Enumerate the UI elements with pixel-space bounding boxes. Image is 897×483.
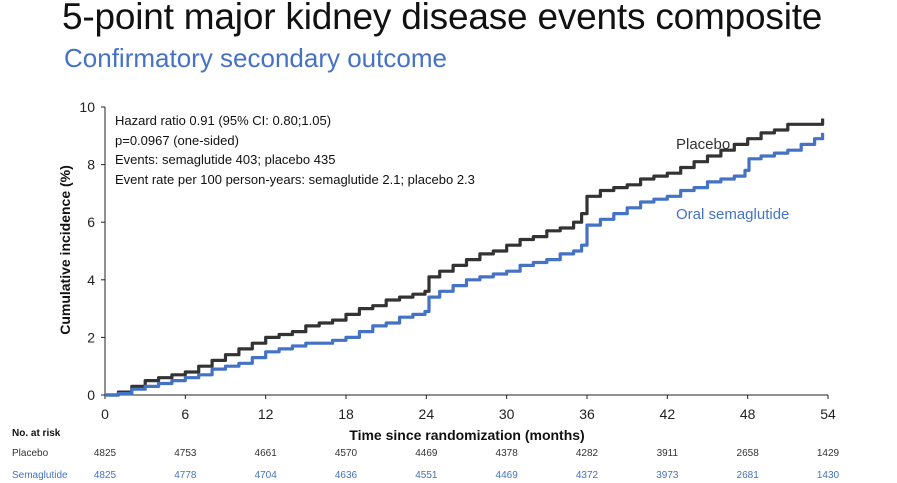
page-title: 5-point major kidney disease events comp… bbox=[62, 0, 823, 37]
x-tick-label: 36 bbox=[579, 406, 595, 422]
x-tick-label: 30 bbox=[499, 406, 515, 422]
risk-value-placebo: 4378 bbox=[496, 448, 519, 459]
x-axis-ticks: 0 6 12 18 24 30 36 42 48 54 bbox=[101, 395, 836, 422]
y-tick-label: 4 bbox=[87, 272, 95, 288]
y-tick-label: 0 bbox=[87, 387, 95, 403]
risk-value-semaglutide: 2681 bbox=[737, 470, 760, 481]
x-tick-label: 48 bbox=[740, 406, 756, 422]
risk-row-label-semaglutide: Semaglutide bbox=[12, 470, 68, 481]
y-tick-label: 8 bbox=[87, 157, 95, 173]
annotation-pvalue: p=0.0967 (one-sided) bbox=[115, 133, 239, 148]
x-tick-label: 0 bbox=[101, 406, 109, 422]
risk-value-semaglutide: 3973 bbox=[656, 470, 679, 481]
risk-table: No. at risk Placebo Semaglutide 4825 4753… bbox=[12, 428, 840, 481]
risk-value-semaglutide: 4469 bbox=[496, 470, 519, 481]
x-tick-label: 42 bbox=[660, 406, 676, 422]
risk-value-placebo: 4282 bbox=[576, 448, 599, 459]
y-axis-ticks: 0 2 4 6 8 10 bbox=[79, 99, 105, 403]
chart-axes bbox=[104, 107, 828, 396]
annotation-event-rate: Event rate per 100 person-years: semaglu… bbox=[115, 172, 475, 187]
x-tick-label: 6 bbox=[181, 406, 189, 422]
annotation-hazard: Hazard ratio 0.91 (95% CI: 0.80;1.05) bbox=[115, 113, 331, 128]
risk-value-semaglutide: 4636 bbox=[335, 470, 358, 481]
risk-value-placebo: 4825 bbox=[94, 448, 117, 459]
semaglutide-series-label: Oral semaglutide bbox=[676, 206, 789, 223]
placebo-line bbox=[105, 118, 825, 397]
risk-table-header: No. at risk bbox=[12, 428, 61, 439]
x-tick-label: 24 bbox=[419, 406, 435, 422]
series-lines bbox=[105, 118, 825, 397]
page-subtitle: Confirmatory secondary outcome bbox=[64, 43, 447, 73]
risk-row-label-placebo: Placebo bbox=[12, 448, 49, 459]
x-tick-label: 18 bbox=[338, 406, 354, 422]
risk-value-semaglutide: 1430 bbox=[817, 470, 840, 481]
risk-value-placebo: 3911 bbox=[657, 448, 679, 459]
risk-value-semaglutide: 4704 bbox=[255, 470, 278, 481]
x-axis-label: Time since randomization (months) bbox=[349, 427, 584, 443]
risk-value-semaglutide: 4551 bbox=[415, 470, 438, 481]
semaglutide-line bbox=[105, 132, 825, 397]
placebo-series-label: Placebo bbox=[676, 136, 730, 153]
risk-value-placebo: 1429 bbox=[817, 448, 840, 459]
risk-value-placebo: 4753 bbox=[174, 448, 197, 459]
x-tick-label: 54 bbox=[820, 406, 836, 422]
annotation-events: Events: semaglutide 403; placebo 435 bbox=[115, 152, 335, 167]
risk-value-semaglutide: 4372 bbox=[576, 470, 599, 481]
y-axis-label: Cumulative incidence (%) bbox=[57, 165, 73, 335]
risk-value-placebo: 2658 bbox=[737, 448, 760, 459]
risk-value-placebo: 4469 bbox=[415, 448, 438, 459]
risk-value-semaglutide: 4825 bbox=[94, 470, 117, 481]
x-tick-label: 12 bbox=[258, 406, 274, 422]
risk-value-placebo: 4570 bbox=[335, 448, 358, 459]
risk-value-placebo: 4661 bbox=[255, 448, 278, 459]
risk-value-semaglutide: 4778 bbox=[174, 470, 197, 481]
annotation-block: Hazard ratio 0.91 (95% CI: 0.80;1.05) p=… bbox=[115, 113, 475, 187]
y-tick-label: 2 bbox=[87, 329, 95, 345]
y-tick-label: 6 bbox=[87, 214, 95, 230]
y-tick-label: 10 bbox=[79, 99, 95, 115]
